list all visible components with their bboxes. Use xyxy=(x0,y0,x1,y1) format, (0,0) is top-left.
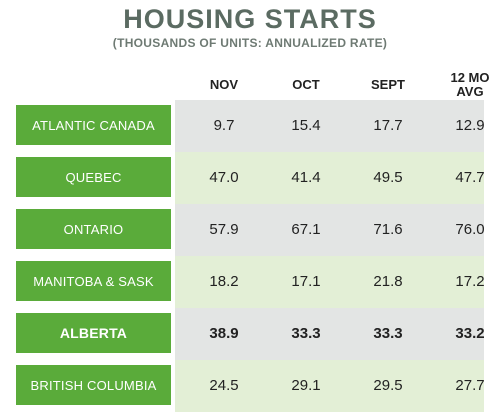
table-cell: 47.0 xyxy=(209,168,239,186)
table-cell: 38.9 xyxy=(209,324,239,342)
row-label: QUEBEC xyxy=(16,157,171,197)
row-stripe xyxy=(175,256,484,308)
table-cell: 41.4 xyxy=(291,168,321,186)
table-cell: 18.2 xyxy=(209,272,239,290)
table-cell: 29.5 xyxy=(373,376,403,394)
row-stripe xyxy=(175,204,484,256)
row-stripe xyxy=(175,152,484,204)
chart-title: HOUSING STARTS xyxy=(123,4,377,34)
chart-subtitle: (THOUSANDS OF UNITS: ANNUALIZED RATE) xyxy=(112,36,388,50)
column-header: 12 MO AVG xyxy=(450,70,490,99)
table-cell: 21.8 xyxy=(373,272,403,290)
table-cell: 33.3 xyxy=(291,324,321,342)
row-label: ALBERTA xyxy=(16,313,171,353)
column-header: SEPT xyxy=(371,77,405,92)
table-cell: 49.5 xyxy=(373,168,403,186)
column-header: NOV xyxy=(209,77,239,92)
table-cell: 71.6 xyxy=(373,220,403,238)
table-cell: 33.2 xyxy=(455,324,485,342)
table-cell: 17.2 xyxy=(455,272,485,290)
table-cell: 57.9 xyxy=(209,220,239,238)
row-label: MANITOBA & SASK xyxy=(16,261,171,301)
row-stripe xyxy=(175,308,484,360)
table-cell: 17.1 xyxy=(291,272,321,290)
table-cell: 9.7 xyxy=(213,116,235,134)
row-label: ATLANTIC CANADA xyxy=(16,105,171,145)
row-stripe xyxy=(175,100,484,152)
row-label: BRITISH COLUMBIA xyxy=(16,365,171,405)
table-cell: 24.5 xyxy=(209,376,239,394)
table-cell: 12.9 xyxy=(455,116,485,134)
table-cell: 27.7 xyxy=(455,376,485,394)
table-cell: 76.0 xyxy=(455,220,485,238)
table-cell: 29.1 xyxy=(291,376,321,394)
table-cell: 33.3 xyxy=(373,324,403,342)
table-cell: 15.4 xyxy=(291,116,321,134)
table-cell: 67.1 xyxy=(291,220,321,238)
row-label: ONTARIO xyxy=(16,209,171,249)
table-cell: 17.7 xyxy=(373,116,403,134)
table-cell: 47.7 xyxy=(455,168,485,186)
column-header: OCT xyxy=(292,77,320,92)
row-stripe xyxy=(175,360,484,412)
